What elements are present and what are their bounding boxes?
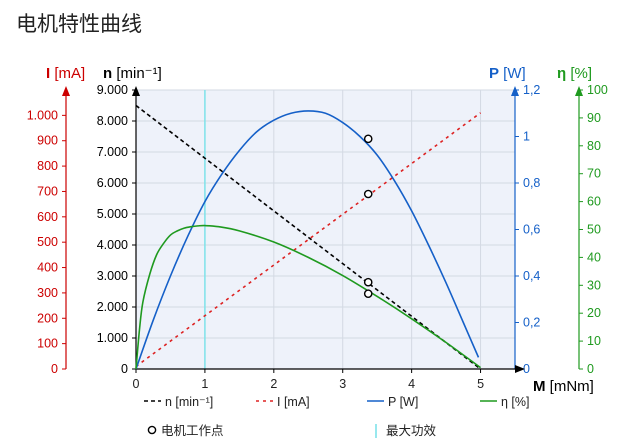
current-tick-label: 900 [37,134,58,148]
x-tick-label: 1 [201,377,208,391]
current-tick-label: 800 [37,159,58,173]
power-tick-label: 1 [523,130,530,144]
series-line-speed [135,104,482,370]
current-axis-label: I [mA] [46,65,85,82]
legend-label: P [W] [388,395,418,409]
x-tick-label: 3 [339,377,346,391]
efficiency-tick-label: 60 [587,195,601,209]
operating-point-power [363,134,373,144]
speed-tick-label: 1.000 [97,331,128,345]
current-tick-label: 100 [37,337,58,351]
current-tick-label: 400 [37,261,58,275]
efficiency-tick-label: 0 [587,362,594,376]
speed-axis-arrow [132,86,140,96]
speed-tick-label: 7.000 [97,145,128,159]
series-line-current [135,112,482,368]
legend-label: n [min⁻¹] [165,395,213,409]
operating-point-current [363,189,373,199]
plot-area [136,90,515,369]
speed-tick-label: 4.000 [97,238,128,252]
speed-tick-label: 0 [121,362,128,376]
x-axis-arrow [515,365,525,373]
efficiency-axis-arrow [575,86,583,96]
efficiency-tick-label: 70 [587,167,601,181]
power-tick-label: 0,6 [523,223,540,237]
speed-axis-label: n [min⁻¹] [103,65,162,82]
power-tick-label: 0,8 [523,176,540,190]
speed-tick-label: 3.000 [97,269,128,283]
operating-point-efficiency [363,289,373,298]
efficiency-tick-label: 90 [587,111,601,125]
efficiency-tick-label: 20 [587,306,601,320]
current-tick-label: 600 [37,210,58,224]
current-axis-arrow [62,86,70,96]
x-tick-label: 5 [477,377,484,391]
power-tick-label: 0 [523,362,530,376]
legend-label: 最大功效 [386,423,437,438]
efficiency-tick-label: 30 [587,278,601,292]
legend-label: I [mA] [277,395,310,409]
current-tick-label: 700 [37,184,58,198]
power-tick-label: 0,4 [523,269,540,283]
efficiency-tick-label: 10 [587,334,601,348]
current-tick-label: 1.000 [27,108,58,122]
power-tick-label: 1,2 [523,83,540,97]
power-axis-label: P [W] [489,65,526,82]
operating-point-speed [363,277,373,287]
power-axis-arrow [511,86,519,96]
x-tick-label: 2 [270,377,277,391]
speed-tick-label: 2.000 [97,300,128,314]
speed-tick-label: 6.000 [97,176,128,190]
speed-tick-label: 9.000 [97,83,128,97]
current-tick-label: 300 [37,286,58,300]
x-tick-label: 4 [408,377,415,391]
efficiency-tick-label: 40 [587,250,601,264]
current-tick-label: 200 [37,311,58,325]
legend-label: η [%] [501,395,530,409]
legend-label: 电机工作点 [161,424,224,438]
efficiency-tick-label: 50 [587,223,601,237]
efficiency-tick-label: 80 [587,139,601,153]
legend-operating-point-marker [147,425,157,435]
page-title: 电机特性曲线 [16,12,142,36]
x-axis-label: M [mNm] [533,378,594,395]
efficiency-tick-label: 100 [587,83,608,97]
speed-tick-label: 5.000 [97,207,128,221]
power-tick-label: 0,2 [523,316,540,330]
x-tick-label: 0 [133,377,140,391]
current-tick-label: 0 [51,362,58,376]
current-tick-label: 500 [37,235,58,249]
efficiency-axis-label: η [%] [557,65,592,82]
speed-tick-label: 8.000 [97,114,128,128]
